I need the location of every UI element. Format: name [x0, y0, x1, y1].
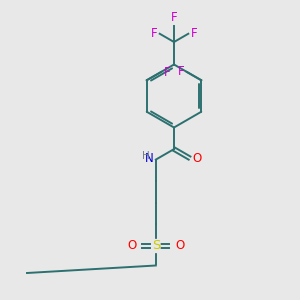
Text: F: F: [190, 27, 197, 40]
Text: F: F: [164, 65, 170, 79]
Text: S: S: [152, 239, 160, 253]
Text: O: O: [127, 239, 136, 253]
Text: F: F: [151, 27, 158, 40]
Text: F: F: [178, 65, 184, 79]
Text: F: F: [171, 11, 177, 24]
Text: N: N: [145, 152, 154, 165]
Text: O: O: [175, 239, 184, 253]
Text: H: H: [142, 151, 150, 161]
Text: O: O: [193, 152, 202, 165]
